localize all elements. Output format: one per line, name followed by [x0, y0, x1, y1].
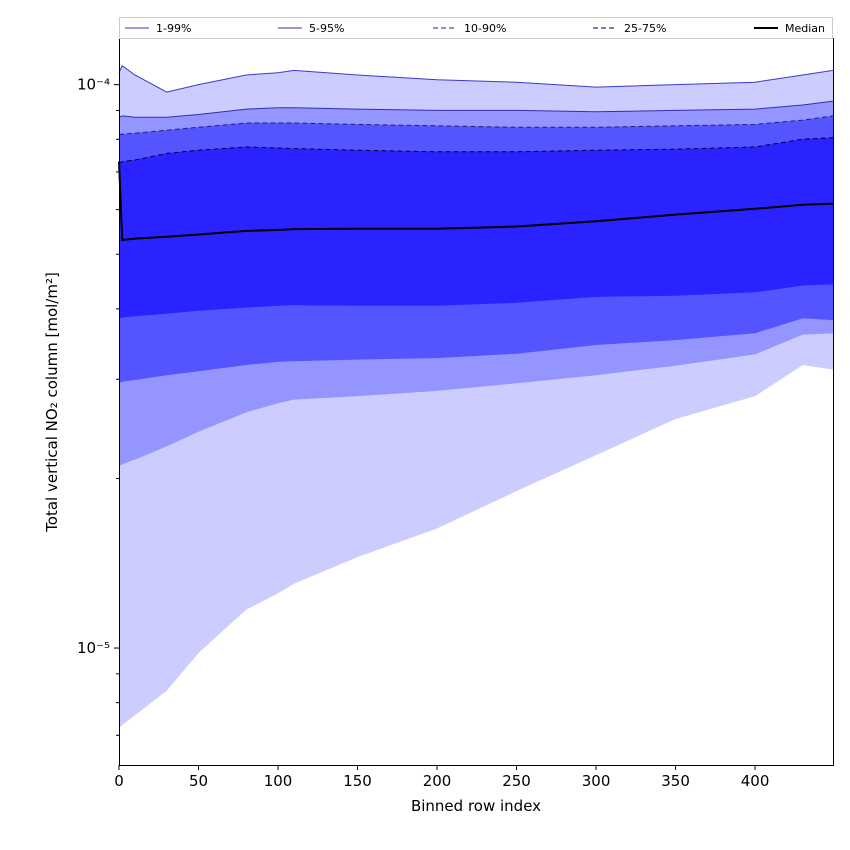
x-tick-label: 300 [582, 772, 611, 790]
x-tick-label: 100 [264, 772, 293, 790]
band-upper-edge-25-75% [118, 137, 834, 164]
percentile-bands [119, 65, 833, 729]
legend-label-5-95%: 5-95% [309, 22, 344, 35]
median-line [118, 161, 834, 242]
x-axis-ticks: 0 50 100 150 200 250 300 350 400 [114, 765, 769, 790]
median-line-group [118, 161, 834, 242]
x-tick-label: 0 [114, 772, 124, 790]
x-tick-label: 50 [189, 772, 208, 790]
x-tick-label: 400 [741, 772, 770, 790]
x-tick-label: 200 [423, 772, 452, 790]
x-axis-label: Binned row index [411, 797, 541, 815]
y-tick-label: 10⁻⁵ [77, 639, 110, 657]
band-edge-lines [118, 65, 834, 164]
x-tick-label: 350 [661, 772, 690, 790]
legend-label-Median: Median [785, 22, 825, 35]
band-upper-edge-10-90% [118, 115, 834, 136]
band-upper-edge-5-95% [118, 100, 834, 118]
legend-box [119, 17, 833, 39]
legend-label-10-90%: 10-90% [464, 22, 506, 35]
band-upper-edge-1-99% [118, 65, 834, 93]
y-axis-label: Total vertical NO₂ column [mol/m²] [43, 272, 61, 533]
legend-label-25-75%: 25-75% [624, 22, 666, 35]
y-axis-ticks: 10⁻⁵ 10⁻⁴ [77, 76, 119, 736]
legend: 1-99% 5-95% 10-90% 25-75% Median [119, 17, 833, 39]
x-tick-label: 150 [343, 772, 372, 790]
x-tick-label: 250 [502, 772, 531, 790]
y-tick-label: 10⁻⁴ [77, 76, 110, 94]
legend-label-1-99%: 1-99% [156, 22, 191, 35]
